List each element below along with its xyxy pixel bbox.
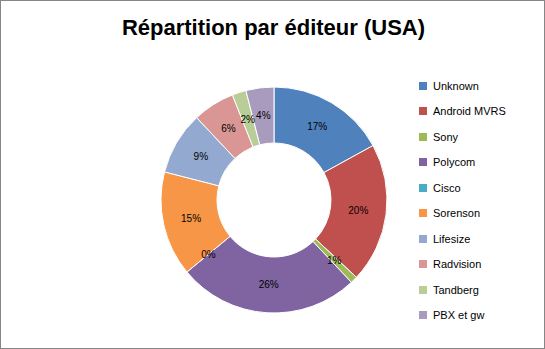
svg-text:1%: 1% — [327, 255, 342, 266]
html-text:Sorenson: Sorenson — [433, 207, 481, 220]
svg-text:9%: 9% — [194, 151, 209, 162]
svg-text:6%: 6% — [221, 123, 236, 134]
svg-text:2%: 2% — [241, 114, 256, 125]
svg-text:4%: 4% — [256, 110, 271, 121]
html-text:Radvision: Radvision — [433, 258, 482, 271]
svg-text:0%: 0% — [201, 249, 216, 260]
svg-text:20%: 20% — [348, 205, 368, 216]
svg-text:17%: 17% — [307, 121, 327, 132]
html-text:Tandberg: Tandberg — [433, 283, 479, 296]
svg-text:15%: 15% — [181, 213, 201, 224]
html-text:Lifesize: Lifesize — [433, 232, 471, 245]
html-text:Android MVRS: Android MVRS — [433, 105, 506, 118]
html-text:Répartition par éditeur (USA): Répartition par éditeur (USA) — [121, 15, 426, 40]
html-text:Unknown: Unknown — [433, 79, 479, 92]
html-text:Polycom: Polycom — [433, 156, 476, 169]
html-text:Cisco: Cisco — [433, 181, 461, 194]
svg-text:26%: 26% — [259, 279, 279, 290]
html-text:Sony: Sony — [433, 130, 459, 143]
html-text:PBX et gw: PBX et gw — [433, 309, 485, 322]
